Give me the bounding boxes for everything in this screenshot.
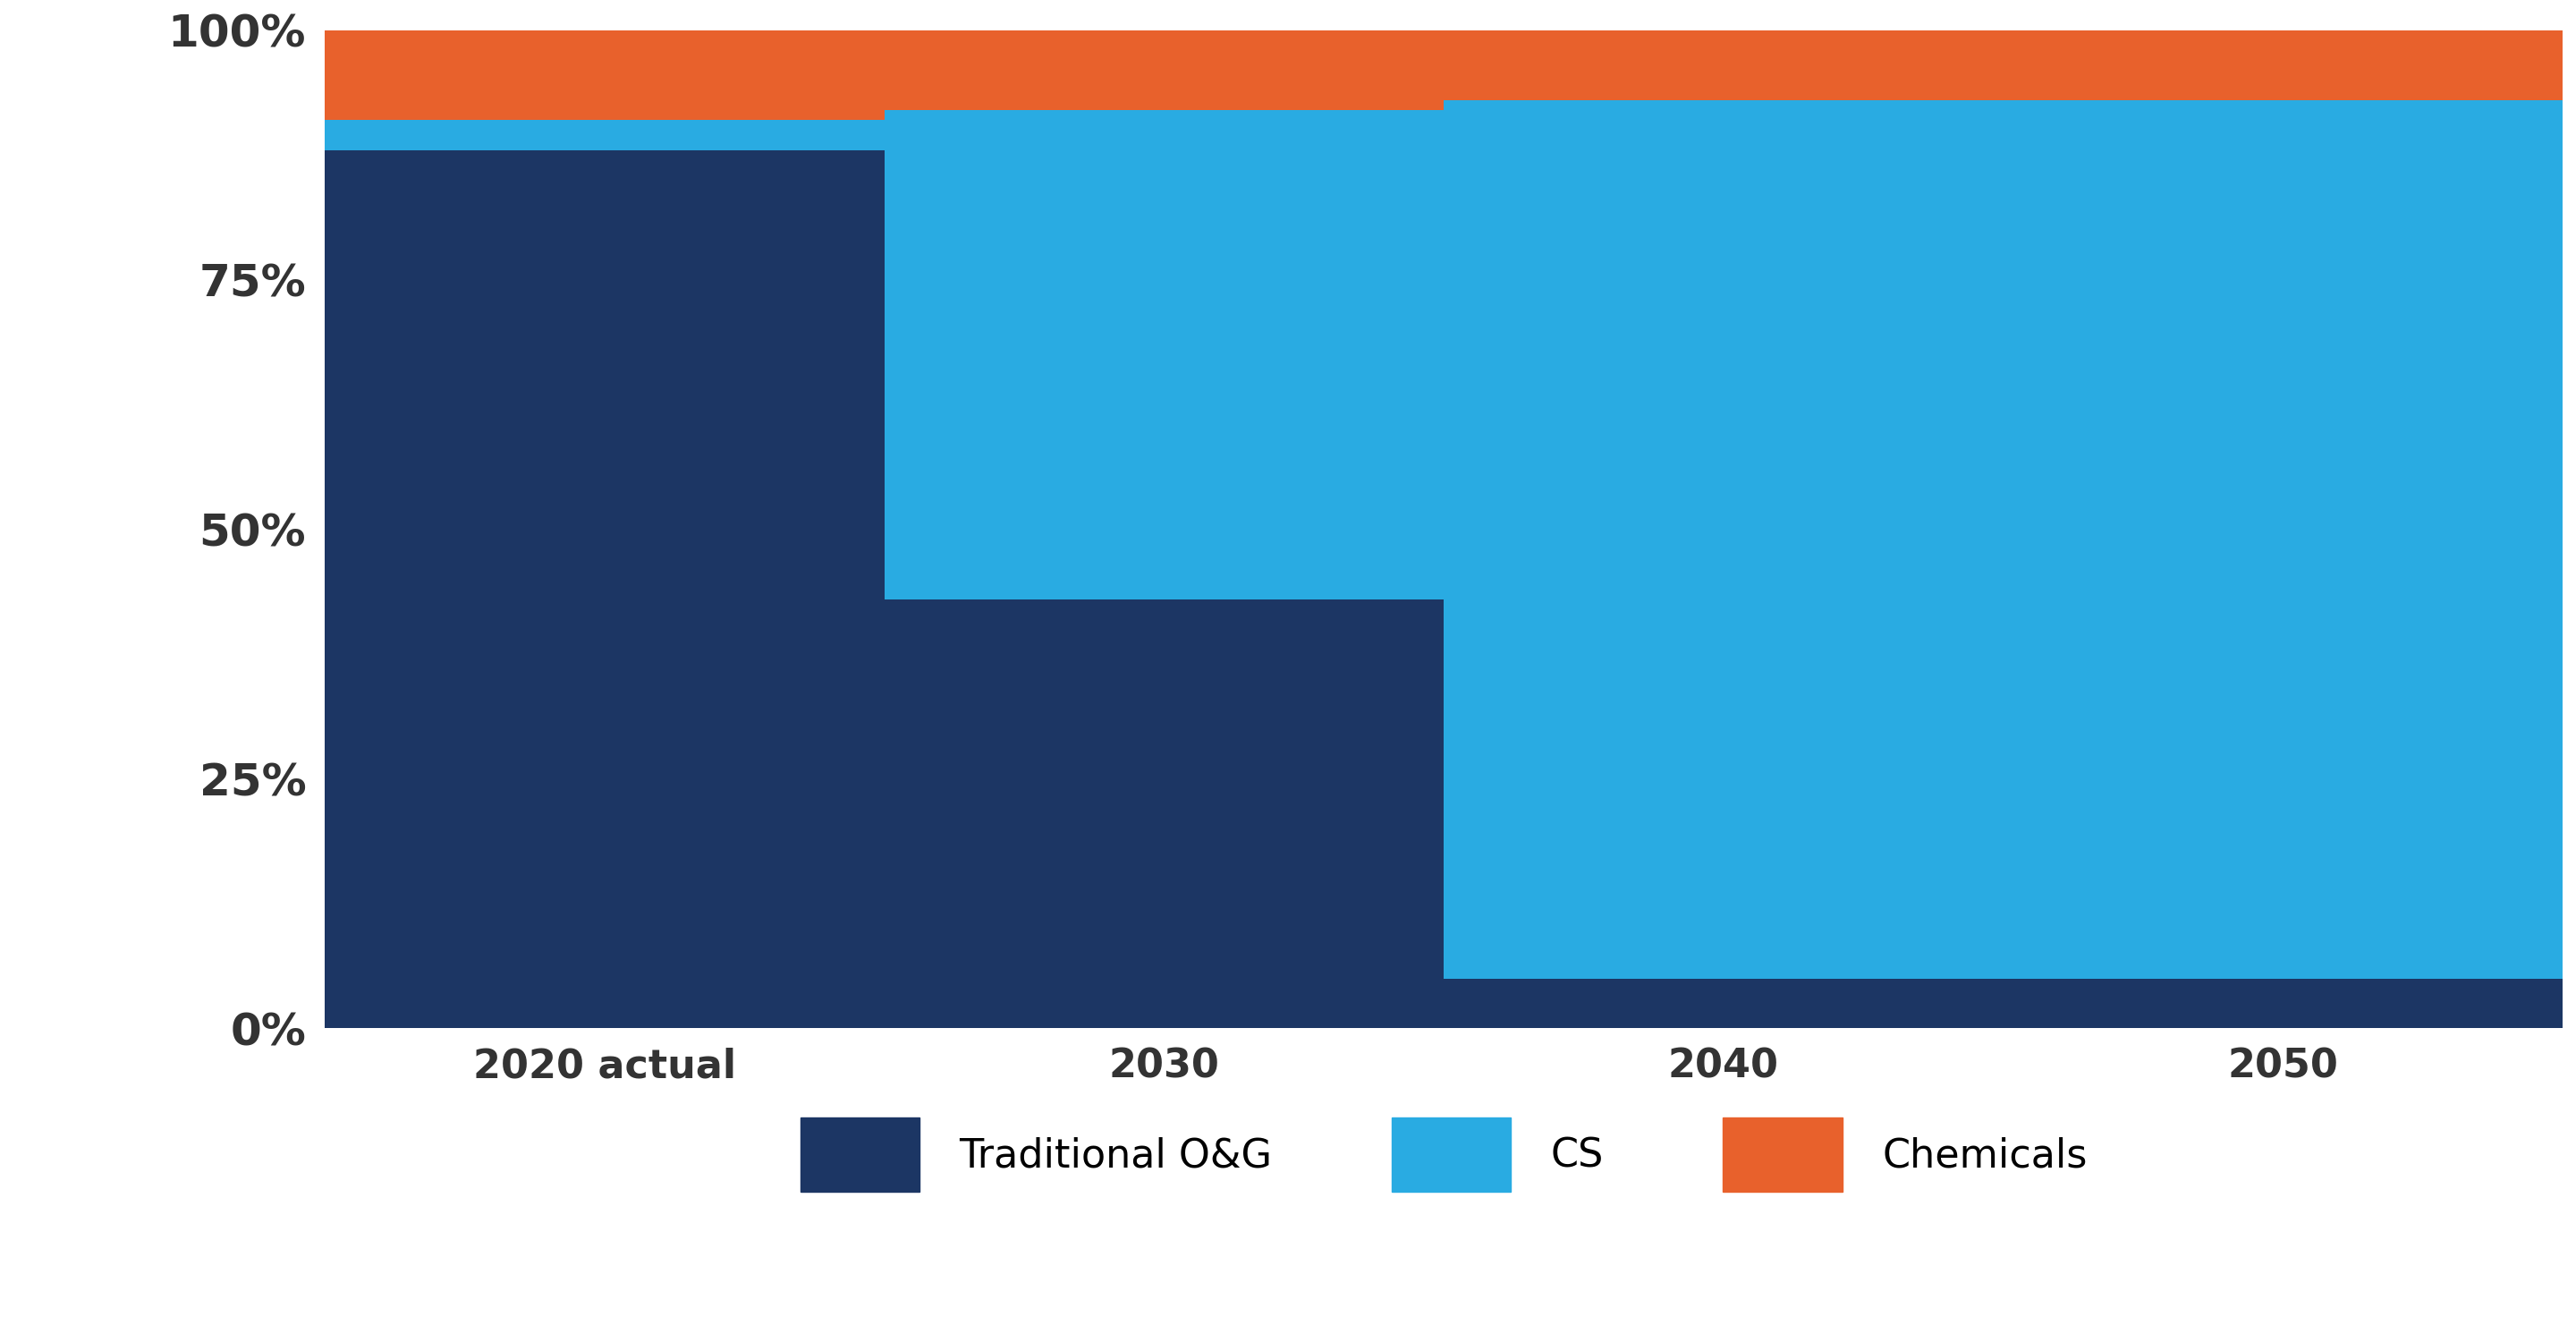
Bar — [2004, 978, 2563, 1029]
Bar — [2004, 31, 2563, 100]
Bar — [1443, 100, 2004, 978]
Bar — [884, 31, 1443, 111]
Bar — [325, 31, 884, 120]
Legend: Traditional O&G, CS, Chemicals: Traditional O&G, CS, Chemicals — [783, 1102, 2102, 1209]
Bar — [1443, 31, 2004, 100]
Bar — [325, 120, 884, 151]
Bar — [884, 599, 1443, 1029]
Bar — [325, 151, 884, 1029]
Bar — [884, 111, 1443, 599]
Bar — [2004, 100, 2563, 978]
Bar — [1443, 978, 2004, 1029]
